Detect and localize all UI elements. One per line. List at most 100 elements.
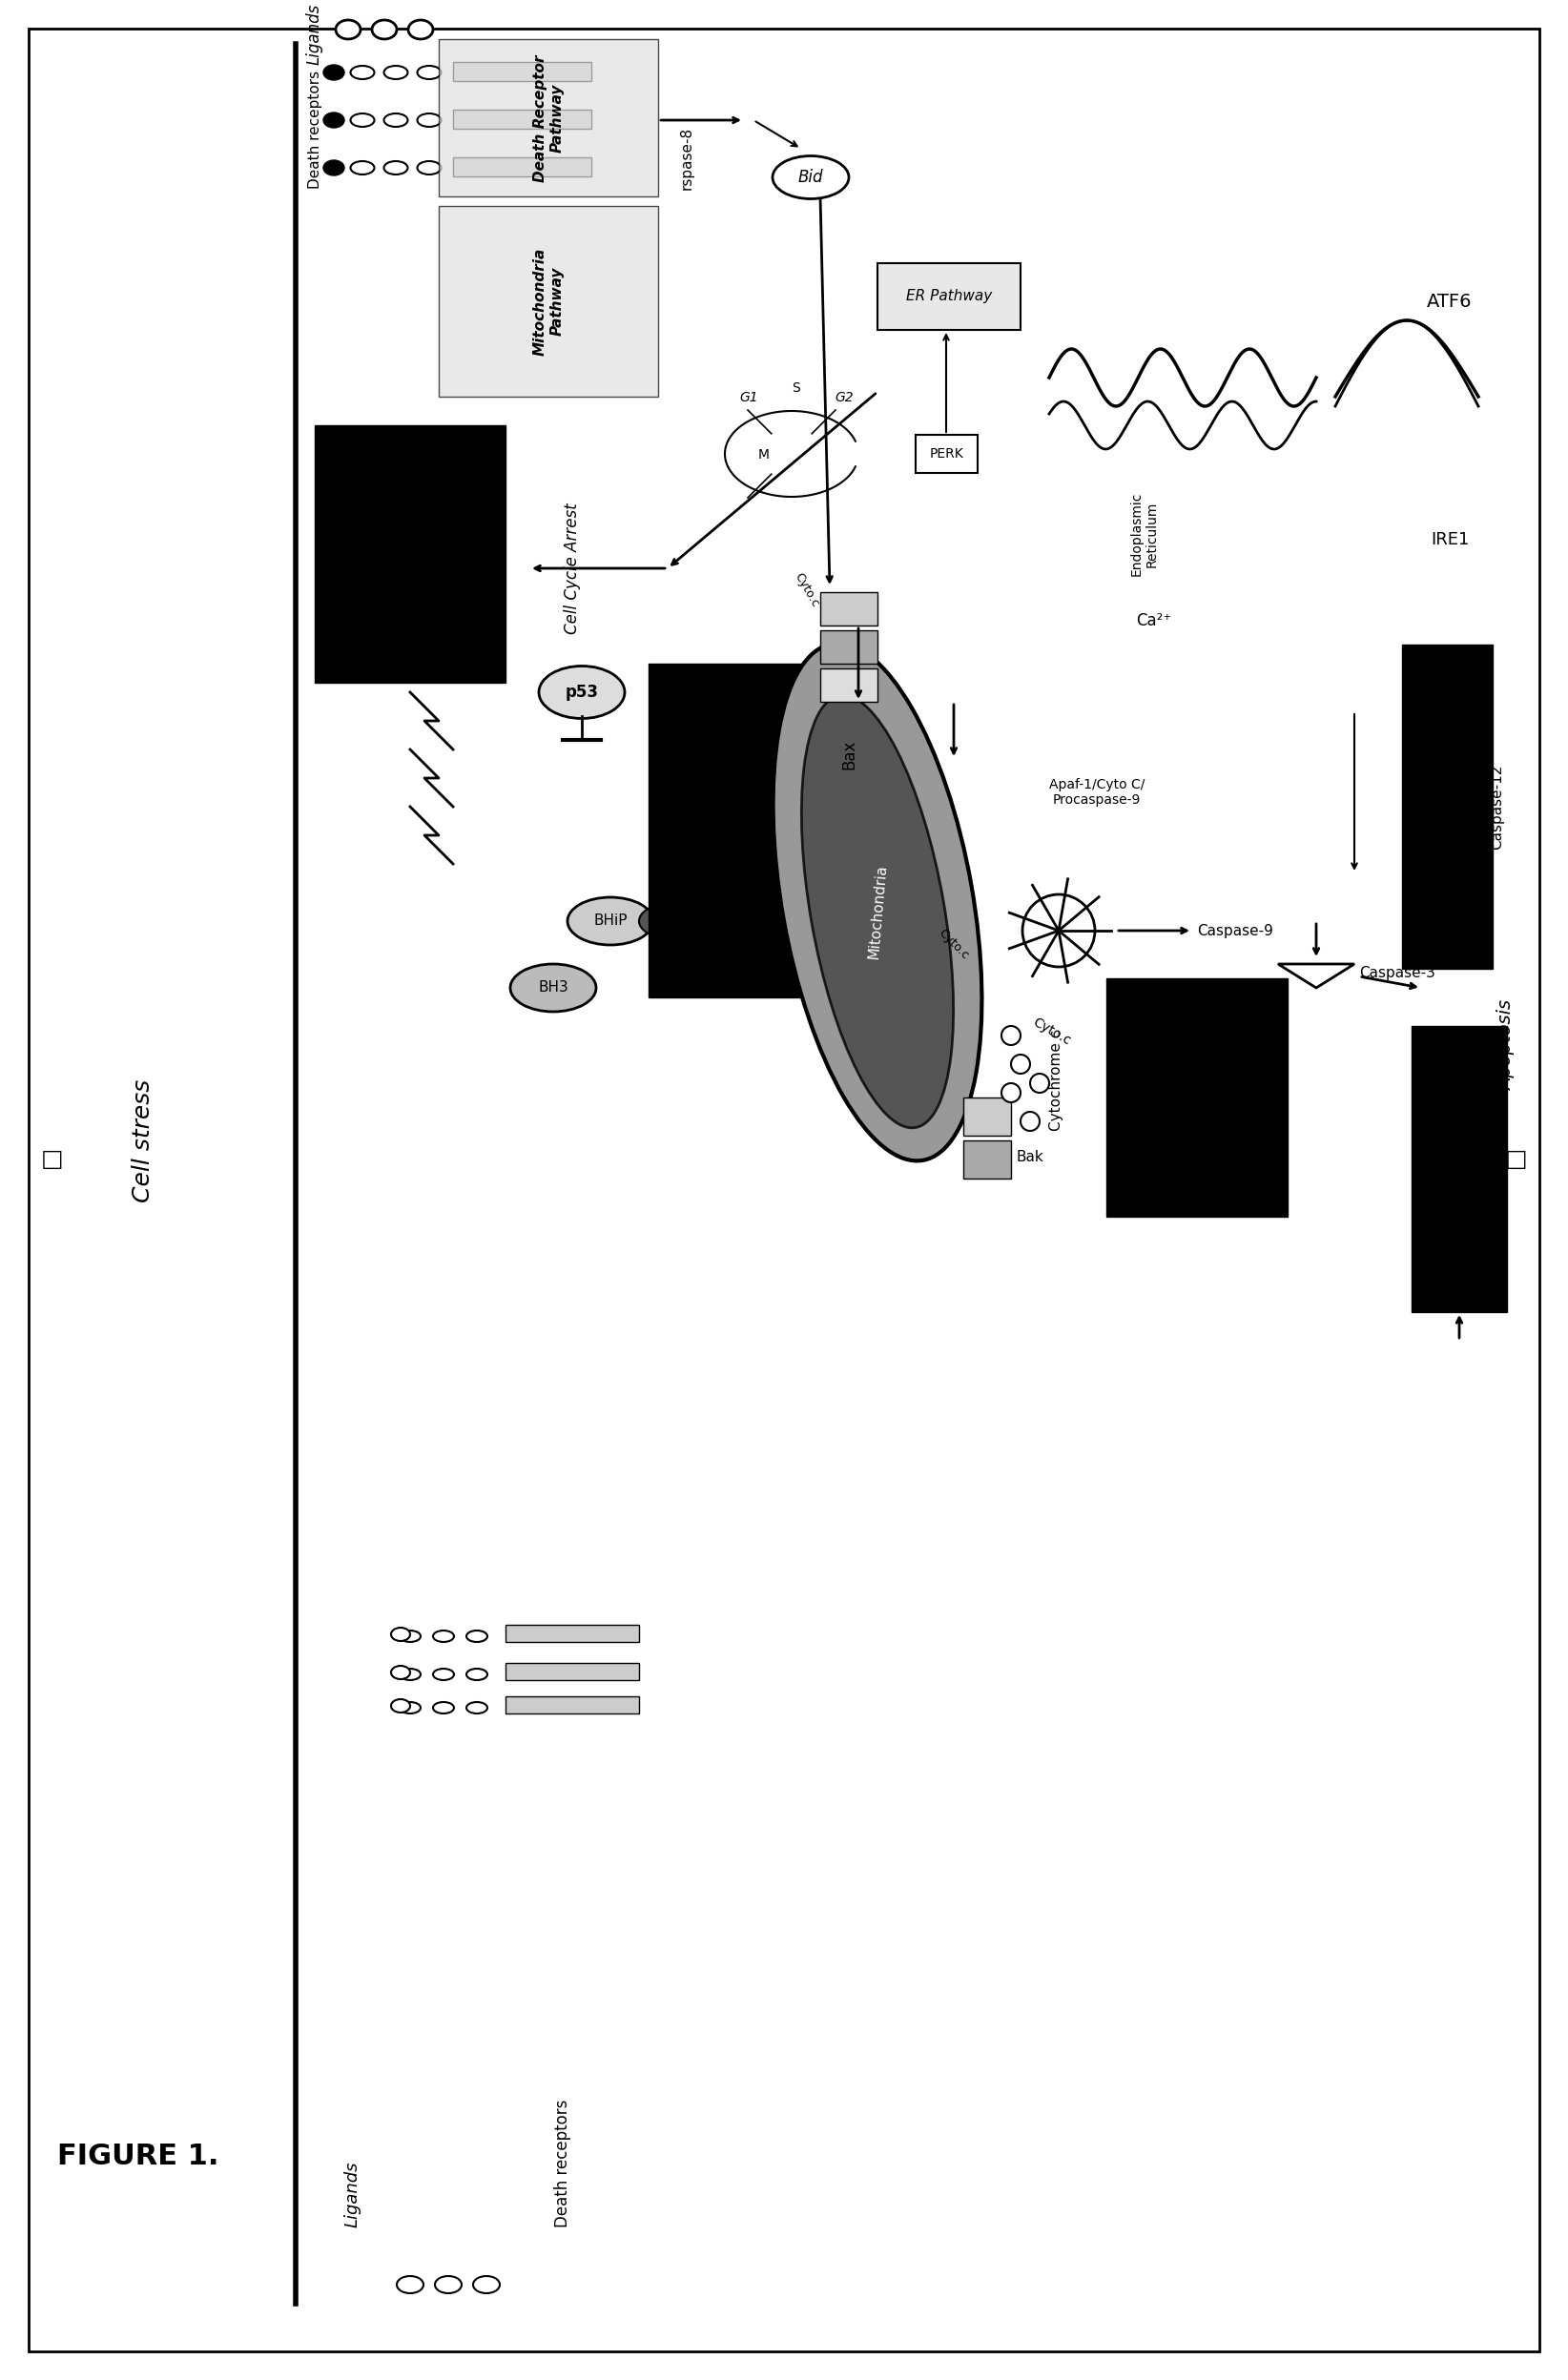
Circle shape [1030,1073,1049,1092]
Ellipse shape [351,162,375,174]
Text: BH3: BH3 [538,981,568,995]
Text: Mitochondria: Mitochondria [866,864,889,959]
Ellipse shape [390,1628,411,1642]
Circle shape [1002,1026,1021,1045]
Ellipse shape [397,2275,423,2294]
Text: IRE1: IRE1 [1430,531,1469,547]
Text: G2: G2 [834,390,853,405]
Ellipse shape [390,1666,411,1680]
Ellipse shape [400,1630,420,1642]
Text: Death receptors: Death receptors [554,2099,571,2228]
Ellipse shape [434,2275,461,2294]
Text: Bid: Bid [798,169,823,186]
Ellipse shape [466,1630,488,1642]
Text: ER Pathway: ER Pathway [906,290,993,305]
Bar [1402,645,1493,969]
Ellipse shape [510,964,596,1012]
Circle shape [1021,1111,1040,1130]
Bar [1411,1026,1507,1311]
Circle shape [1022,895,1094,966]
Bar [439,207,659,397]
Bar [1107,978,1287,1216]
Ellipse shape [351,67,375,79]
Ellipse shape [323,64,345,81]
Bar [916,436,977,474]
Bar [820,631,878,664]
Text: Ligands: Ligands [345,2161,362,2228]
Ellipse shape [417,114,441,126]
Ellipse shape [539,666,624,719]
Ellipse shape [466,1668,488,1680]
Ellipse shape [384,114,408,126]
Ellipse shape [801,695,953,1128]
Ellipse shape [323,159,345,176]
Bar [505,1626,640,1642]
Ellipse shape [433,1668,455,1680]
Text: Caspase-12: Caspase-12 [1490,764,1505,850]
Text: Apaf-1/Cyto C/
Procaspase-9: Apaf-1/Cyto C/ Procaspase-9 [1049,778,1145,807]
Ellipse shape [568,897,654,945]
Ellipse shape [372,19,397,38]
Circle shape [1011,1054,1030,1073]
Bar [439,38,659,198]
Ellipse shape [408,19,433,38]
Text: Death Receptor
Pathway: Death Receptor Pathway [533,55,564,181]
Ellipse shape [384,67,408,79]
Ellipse shape [323,112,345,129]
Ellipse shape [351,114,375,126]
Bar [649,664,839,997]
Bar [315,426,505,683]
Ellipse shape [433,1702,455,1714]
Text: Cyto.c: Cyto.c [936,926,972,962]
Ellipse shape [384,162,408,174]
Bar [453,157,591,176]
Text: p53: p53 [564,683,599,700]
Text: G1: G1 [739,390,757,405]
Text: ATF6: ATF6 [1427,293,1472,309]
Text: Cell Cycle Arrest: Cell Cycle Arrest [563,502,580,633]
Bar [878,264,1021,331]
Ellipse shape [390,1699,411,1714]
Ellipse shape [433,1630,455,1642]
Text: Ca²⁺: Ca²⁺ [1137,612,1171,628]
Text: Death receptors: Death receptors [307,71,321,188]
Text: □: □ [1505,1147,1527,1171]
Text: Bak: Bak [1016,1150,1043,1164]
Ellipse shape [466,1702,488,1714]
Text: Caspase-3: Caspase-3 [1359,966,1435,981]
Text: Apoptosis: Apoptosis [1497,1000,1516,1090]
Bar [453,109,591,129]
Ellipse shape [400,1702,420,1714]
Text: Cell stress: Cell stress [132,1078,155,1202]
Text: □: □ [41,1147,64,1171]
Ellipse shape [417,162,441,174]
Ellipse shape [474,2275,500,2294]
Text: Endoplasmic
Reticulum: Endoplasmic Reticulum [1131,493,1159,576]
Ellipse shape [773,157,848,200]
Ellipse shape [640,904,696,938]
Bar [453,62,591,81]
Text: Ligands: Ligands [306,5,323,64]
Text: BHiP: BHiP [593,914,627,928]
Ellipse shape [336,19,361,38]
Text: rspase-8: rspase-8 [679,126,695,190]
Text: PERK: PERK [930,447,963,462]
Ellipse shape [773,643,982,1161]
Text: FIGURE 1.: FIGURE 1. [56,2142,220,2171]
Bar [505,1697,640,1714]
Bar [963,1140,1011,1178]
Text: Mitochondria
Pathway: Mitochondria Pathway [533,248,564,355]
Bar [820,669,878,702]
Ellipse shape [417,67,441,79]
Text: Bax: Bax [840,740,858,769]
Text: Cytochrome c: Cytochrome c [1049,1031,1063,1130]
Text: M: M [759,447,770,462]
Polygon shape [1278,964,1355,988]
Bar [820,593,878,626]
Bar [963,1097,1011,1135]
Text: Caspase-9: Caspase-9 [1196,923,1273,938]
Circle shape [1002,1083,1021,1102]
Text: Cyto.c: Cyto.c [792,571,822,609]
Text: S: S [792,381,800,395]
Ellipse shape [400,1668,420,1680]
